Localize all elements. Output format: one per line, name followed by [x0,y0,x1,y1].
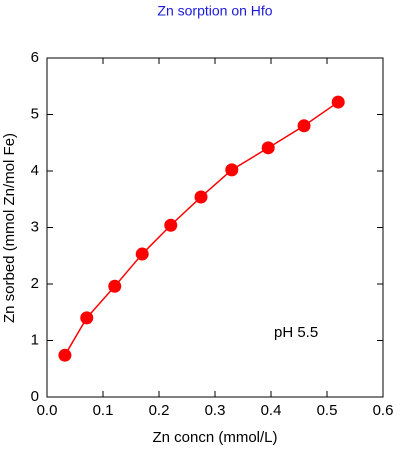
data-point [135,247,149,261]
data-point [261,141,275,155]
x-axis-label: Zn concn (mmol/L) [152,429,277,446]
y-tick-label: 4 [31,162,39,179]
y-tick-label: 0 [31,388,39,405]
y-tick-label: 1 [31,331,39,348]
y-axis-label: Zn sorbed (mmol Zn/mol Fe) [1,133,18,323]
y-tick-label: 3 [31,218,39,235]
x-tick-label: 0.6 [373,402,394,419]
chart-title: Zn sorption on Hfo [157,3,272,19]
y-tick-label: 6 [31,49,39,66]
plot-frame [46,57,384,398]
data-point [108,279,122,293]
data-point [164,218,178,232]
data-point [297,119,311,133]
x-tick-label: 0.4 [261,402,282,419]
series-line [64,101,339,356]
data-point [225,163,239,177]
y-tick-label: 2 [31,275,39,292]
data-point [58,348,72,362]
x-tick-label: 0.2 [149,402,170,419]
data-point [80,311,94,325]
x-tick-label: 0.1 [93,402,114,419]
annotation: pH 5.5 [274,324,318,341]
x-tick-label: 0.3 [205,402,226,419]
x-tick-label: 0.5 [317,402,338,419]
data-point [331,95,345,109]
data-point [194,190,208,204]
y-tick-label: 5 [31,105,39,122]
x-tick-label: 0.0 [37,402,58,419]
